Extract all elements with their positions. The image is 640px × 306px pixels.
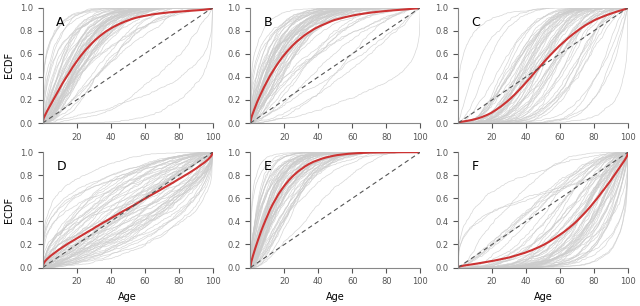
Text: D: D	[56, 160, 66, 173]
X-axis label: Age: Age	[326, 292, 345, 302]
Text: A: A	[56, 16, 65, 29]
Text: B: B	[264, 16, 273, 29]
Y-axis label: ECDF: ECDF	[4, 197, 14, 223]
X-axis label: Age: Age	[534, 292, 552, 302]
X-axis label: Age: Age	[118, 292, 137, 302]
Text: F: F	[472, 160, 479, 173]
Text: C: C	[472, 16, 481, 29]
Text: E: E	[264, 160, 272, 173]
Y-axis label: ECDF: ECDF	[4, 52, 14, 78]
